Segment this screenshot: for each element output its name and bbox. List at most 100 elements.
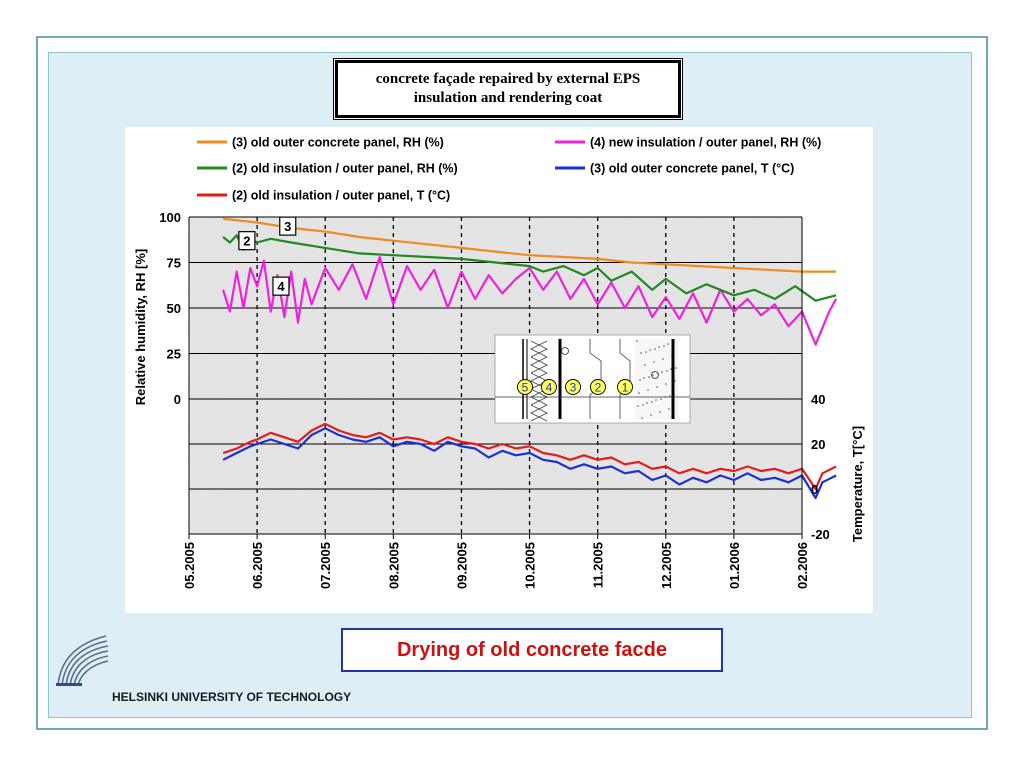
inset-dot bbox=[640, 352, 642, 354]
x-tick-label: 09.2005 bbox=[454, 542, 469, 589]
series-line-1 bbox=[222, 234, 837, 302]
series-marker-label-0: 3 bbox=[284, 219, 291, 234]
left-tick-label: 25 bbox=[167, 347, 181, 362]
inset-sensor-circle bbox=[565, 379, 581, 395]
x-tick-label: 10.2005 bbox=[523, 542, 538, 589]
inset-sensor-label: 3 bbox=[570, 381, 577, 395]
series-marker-label-2: 4 bbox=[277, 279, 285, 294]
inset-dot bbox=[646, 402, 648, 404]
series-line-3 bbox=[222, 427, 837, 500]
right-tick-label: 40 bbox=[811, 392, 825, 407]
inset-sensor-3: 3 bbox=[565, 379, 581, 395]
construction-inset: 5 4 3 2 1 bbox=[494, 334, 691, 424]
inset-eps-zigzag bbox=[529, 340, 548, 358]
inset-dot bbox=[643, 377, 645, 379]
inset-eps-zigzag bbox=[530, 356, 549, 374]
inset-sensor-5: 5 bbox=[517, 379, 533, 395]
right-tick-label: 0 bbox=[811, 482, 818, 497]
inset-old-insulation bbox=[619, 339, 631, 419]
inset-sensor-label: 2 bbox=[595, 381, 602, 395]
right-axis-label: Temperature, T[°C] bbox=[850, 426, 865, 542]
inset-dot bbox=[642, 404, 644, 406]
university-logo-icon bbox=[56, 635, 109, 687]
legend-entry-4: (2) old insulation / outer panel, T (°C) bbox=[197, 189, 450, 203]
inset-dot bbox=[667, 343, 669, 345]
series-line-4 bbox=[222, 422, 837, 491]
x-tick-label: 11.2005 bbox=[591, 542, 606, 588]
legend-label-2: (4) new insulation / outer panel, RH (%) bbox=[590, 136, 821, 150]
x-tick-label: 05.2005 bbox=[182, 542, 197, 589]
inset-dot bbox=[661, 371, 663, 373]
inset-dot bbox=[662, 358, 664, 360]
slide-title-box: concrete façade repaired by external EPS… bbox=[333, 58, 683, 120]
inset-dot bbox=[653, 361, 655, 363]
x-tick-label: 02.2006 bbox=[795, 542, 810, 589]
inset-dot bbox=[637, 405, 639, 407]
inset-dot bbox=[654, 348, 656, 350]
series-marker-0: 3 bbox=[279, 216, 297, 236]
inset-dot bbox=[668, 408, 670, 410]
inset-dot bbox=[659, 411, 661, 413]
chart-svg: 3 2 4 5 4 3 2 1 0 25 50 75 100 -20 0 20 40 05.2005 06.20… bbox=[133, 136, 865, 590]
caption-box: Drying of old concrete facde bbox=[341, 628, 723, 672]
inset-sensor-circle bbox=[617, 379, 633, 395]
left-tick-label: 100 bbox=[159, 210, 181, 225]
inset-dot bbox=[666, 370, 668, 372]
chart-panel: 3 2 4 5 4 3 2 1 0 25 50 75 100 -20 0 20 40 05.2005 06.20… bbox=[125, 127, 873, 613]
legend-label-4: (2) old insulation / outer panel, T (°C) bbox=[232, 189, 450, 203]
legend-entry-1: (2) old insulation / outer panel, RH (%) bbox=[197, 162, 458, 176]
inset-dot bbox=[656, 386, 658, 388]
x-tick-label: 06.2005 bbox=[250, 542, 265, 589]
inset-dot bbox=[652, 374, 654, 376]
left-tick-label: 75 bbox=[167, 256, 181, 271]
legend-entry-0: (3) old outer concrete panel, RH (%) bbox=[197, 136, 444, 150]
left-axis-label: Relative humidity, RH [%] bbox=[133, 249, 148, 406]
inset-dot bbox=[655, 399, 657, 401]
legend-label-1: (2) old insulation / outer panel, RH (%) bbox=[232, 162, 458, 176]
x-tick-label: 07.2005 bbox=[318, 542, 333, 589]
legend: (3) old outer concrete panel, RH (%) (2) … bbox=[197, 136, 821, 203]
inset-dot bbox=[651, 401, 653, 403]
series-marker-box-2 bbox=[272, 276, 290, 296]
slide-title: concrete façade repaired by external EPS… bbox=[375, 71, 641, 106]
left-tick-label: 50 bbox=[167, 301, 181, 316]
inset-dot bbox=[663, 345, 665, 347]
left-tick-label: 0 bbox=[174, 392, 181, 407]
inset-dot bbox=[650, 414, 652, 416]
series-marker-2: 4 bbox=[272, 276, 290, 296]
inset-dot bbox=[649, 349, 651, 351]
legend-entry-3: (3) old outer concrete panel, T (°C) bbox=[555, 162, 794, 176]
inset-dot bbox=[670, 368, 672, 370]
inset-dot bbox=[665, 383, 667, 385]
inset-dot bbox=[641, 417, 643, 419]
series-marker-box-1 bbox=[238, 231, 256, 251]
inset-sensor-circle bbox=[590, 379, 606, 395]
inset-dot bbox=[638, 392, 640, 394]
inset-dot bbox=[645, 351, 647, 353]
inset-eps-zigzag bbox=[530, 340, 549, 358]
series-marker-1: 2 bbox=[238, 231, 256, 251]
legend-label-3: (3) old outer concrete panel, T (°C) bbox=[590, 162, 794, 176]
inset-dot bbox=[648, 376, 650, 378]
series-line-0 bbox=[222, 217, 837, 273]
inset-old-insulation bbox=[589, 339, 602, 419]
x-tick-label: 08.2005 bbox=[386, 542, 401, 589]
legend-label-0: (3) old outer concrete panel, RH (%) bbox=[232, 136, 444, 150]
inset-sensor-label: 5 bbox=[522, 381, 529, 395]
inset-dot bbox=[660, 398, 662, 400]
inset-dot bbox=[639, 379, 641, 381]
inset-dot bbox=[658, 346, 660, 348]
inset-dot bbox=[636, 340, 638, 342]
inset-sensor-2: 2 bbox=[590, 379, 606, 395]
inset-dot bbox=[675, 367, 677, 369]
inset-dot bbox=[674, 380, 676, 382]
inset-sensor-4: 4 bbox=[541, 379, 557, 395]
x-tick-label: 12.2005 bbox=[659, 542, 674, 589]
slide-caption: Drying of old concrete facde bbox=[396, 638, 668, 661]
inset-sensor-circle bbox=[541, 379, 557, 395]
inset-aggregate bbox=[651, 371, 659, 379]
inset-sensor-circle bbox=[517, 379, 533, 395]
legend-entry-2: (4) new insulation / outer panel, RH (%) bbox=[555, 136, 821, 150]
series-marker-box-0 bbox=[279, 216, 297, 236]
